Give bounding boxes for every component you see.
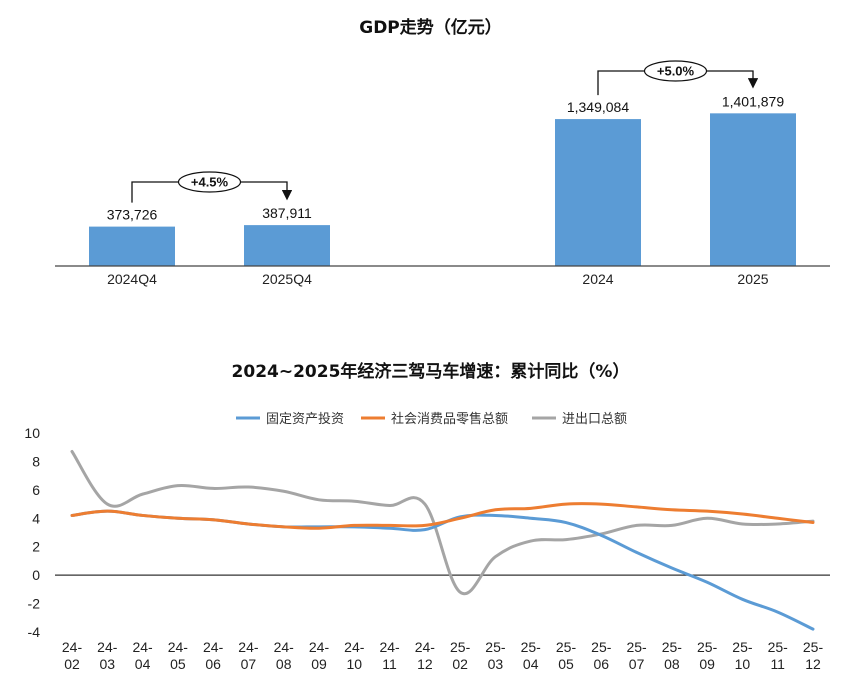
growth-chart-title: 2024~2025年经济三驾马车增速：累计同比（%） [231,362,630,382]
x-tick-label: 24-06 [203,639,224,672]
series-line-2 [70,449,815,596]
x-tick-label: 25-02 [450,639,471,672]
x-tick-label: 24-08 [274,639,295,672]
growth-badge-1 [643,60,708,82]
x-tick-label: 24-05 [168,639,189,672]
value-label-2025Q4: 387,911 [262,205,312,221]
x-tick-label: 24-09 [309,639,330,672]
growth-badge-0 [177,171,242,193]
legend-label-0: 固定资产投资 [266,411,344,427]
x-tick-label: 25-12 [803,639,824,672]
x-tick-label: 24-10 [344,639,365,672]
x-tick-label: 25-04 [521,639,542,672]
y-tick-label: -4 [28,624,41,640]
category-label-2025: 2025 [737,271,768,287]
x-tick-label: 25-06 [591,639,612,672]
gdp-chart-title: GDP走势（亿元） [359,18,502,38]
x-tick-label: 25-10 [732,639,753,672]
legend-label-2: 进出口总额 [562,412,627,427]
y-tick-label: 0 [32,567,40,583]
value-label-2024: 1,349,084 [567,99,629,115]
bar-2025 [710,113,796,266]
y-tick-label: -2 [28,596,41,612]
x-tick-label: 24-04 [132,639,153,672]
category-label-2025Q4: 2025Q4 [262,271,312,287]
y-tick-label: 8 [32,453,40,469]
bar-2024 [555,119,641,267]
x-tick-label: 25-03 [485,639,506,672]
x-tick-label: 24-12 [415,639,436,672]
bar-2025Q4 [244,225,330,266]
series-line-1 [70,502,815,530]
category-label-2024Q4: 2024Q4 [107,271,157,287]
x-tick-label: 25-09 [697,639,718,672]
x-tick-label: 25-08 [662,639,683,672]
gdp-bar-chart: 373,726 2024Q4 387,911 2025Q4 1,349,084 2024 1… [55,60,830,287]
category-label-2024: 2024 [582,271,613,287]
bar-2024Q4 [89,226,175,266]
value-label-2024Q4: 373,726 [107,207,158,223]
x-tick-label: 24-03 [97,639,118,672]
x-tick-label: 25-11 [768,639,789,672]
y-tick-label: 10 [24,425,40,441]
x-tick-label: 25-05 [556,639,577,672]
growth-label-0: +4.5% [191,175,229,190]
series-line-0 [70,509,815,631]
y-tick-label: 2 [32,539,40,555]
growth-label-1: +5.0% [657,64,695,79]
legend-label-1: 社会消费品零售总额 [391,411,508,427]
value-label-2025: 1,401,879 [722,93,784,109]
y-tick-label: 6 [32,482,40,498]
x-tick-label: 24-02 [62,639,83,672]
x-tick-label: 24-07 [238,639,259,672]
x-tick-label: 25-07 [626,639,647,672]
y-tick-label: 4 [32,510,40,526]
x-tick-label: 24-11 [379,639,400,672]
